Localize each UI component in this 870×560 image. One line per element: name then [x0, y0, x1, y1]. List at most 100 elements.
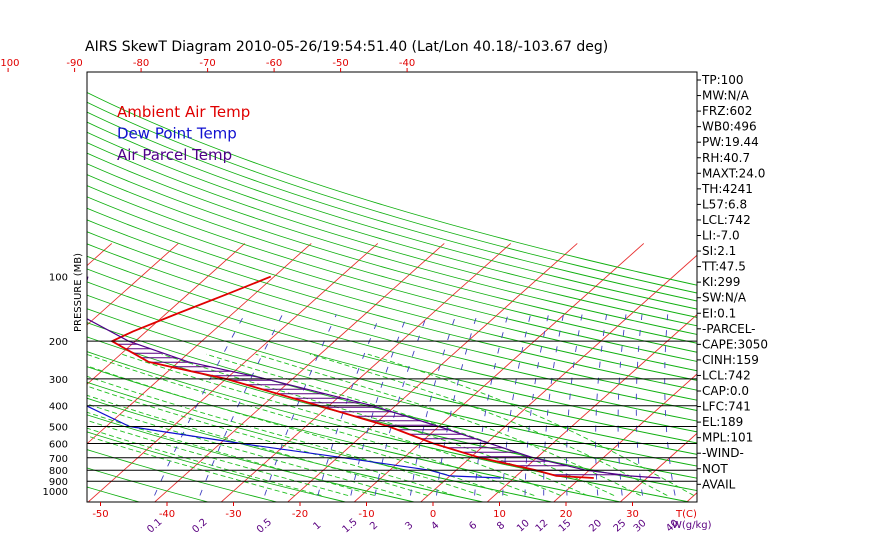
bottom-temp-tick-label: -40 — [159, 509, 175, 520]
dry-adiabat-line — [87, 255, 697, 422]
index-label: EL:189 — [702, 415, 743, 429]
isotherm-line — [619, 432, 697, 502]
isotherm-line — [353, 243, 645, 502]
dry-adiabat-line — [87, 91, 697, 286]
bottom-temp-tick-label: -10 — [358, 509, 374, 520]
mixing-ratio-tick-label: 3 — [403, 520, 415, 532]
moist-adiabat-line — [309, 353, 668, 496]
series-line-2 — [87, 276, 661, 479]
index-label: PW:19.44 — [702, 135, 759, 149]
dry-adiabat-line — [87, 268, 697, 433]
pressure-tick-label: 1000 — [43, 487, 68, 498]
dry-adiabat-line — [87, 207, 697, 381]
moist-adiabat-line — [87, 427, 322, 496]
index-label: L57:6.8 — [702, 197, 747, 211]
index-label: SI:2.1 — [702, 244, 736, 258]
index-label: LCL:742 — [702, 213, 751, 227]
plot-frame — [86, 71, 698, 503]
mixing-ratio-tick-label: 1 — [311, 520, 323, 532]
moist-adiabat-line — [121, 353, 562, 496]
pressure-tick-label: 300 — [49, 375, 68, 386]
dry-adiabat-line — [87, 414, 417, 502]
isotherm-line — [87, 243, 312, 445]
moist-adiabat-line — [87, 403, 402, 496]
legend-entry: Ambient Air Temp — [117, 103, 250, 121]
index-label: MW:N/A — [702, 89, 750, 103]
isotherm-line — [87, 243, 179, 326]
index-label: NOT — [702, 462, 728, 476]
moist-adiabat-line — [87, 365, 508, 496]
index-label: TP:100 — [701, 73, 744, 87]
dry-adiabat-line — [87, 111, 697, 302]
dry-adiabat-line — [87, 185, 697, 362]
index-label: FRZ:602 — [702, 104, 752, 118]
mixing-ratio-tick-label: 6 — [467, 520, 479, 532]
index-label: MAXT:24.0 — [702, 166, 765, 180]
legend-entry: Air Parcel Temp — [117, 146, 232, 164]
temp-unit-label: T(C) — [675, 509, 697, 520]
index-label: -WIND- — [702, 446, 744, 460]
dry-adiabat-line — [87, 308, 697, 467]
mixing-ratio-tick-label: 2 — [368, 520, 380, 532]
index-label: TT:47.5 — [701, 260, 746, 274]
mixing-ratio-unit-label: W(g/kg) — [672, 520, 712, 531]
bottom-temp-tick-label: -50 — [92, 509, 108, 520]
dry-adiabat-line — [87, 397, 486, 502]
mixing-ratio-tick-label: 20 — [587, 518, 604, 535]
dry-adiabat-line — [87, 243, 697, 411]
top-temp-tick-label: -60 — [266, 58, 282, 69]
moist-adiabat-line — [367, 353, 695, 496]
index-label: TH:4241 — [701, 182, 753, 196]
mixing-ratio-tick-label: 0.2 — [190, 517, 209, 536]
legend: Ambient Air Temp Dew Point Temp Air Parcel… — [117, 103, 250, 164]
bottom-temp-tick-label: -30 — [225, 509, 241, 520]
mixing-ratio-tick-label: 15 — [557, 518, 574, 535]
mixing-ratio-tick-label: 0.5 — [255, 517, 274, 536]
top-temp-tick-label: -70 — [199, 58, 215, 69]
mixing-ratio-tick-label: 10 — [515, 518, 532, 535]
isotherm-line — [746, 243, 870, 508]
moist-adiabat-line — [87, 435, 296, 496]
isotherm-line — [220, 243, 512, 502]
pressure-tick-label: 500 — [49, 422, 68, 433]
dry-adiabat-line — [87, 121, 697, 310]
dry-adiabat-line — [87, 219, 697, 391]
isotherm-line — [0, 243, 45, 508]
dry-adiabat-line — [87, 294, 697, 455]
index-label: LCL:742 — [702, 368, 751, 382]
bottom-temp-tick-label: -20 — [292, 509, 308, 520]
pressure-tick-label: 400 — [49, 402, 68, 413]
index-label: CAP:0.0 — [702, 384, 749, 398]
dry-adiabat-line — [87, 174, 697, 353]
index-label: WB0:496 — [702, 120, 757, 134]
mixing-ratio-tick-label: 4 — [429, 520, 441, 532]
pressure-tick-label: 700 — [49, 454, 68, 465]
index-label: SW:N/A — [702, 291, 747, 305]
index-label: EI:0.1 — [702, 306, 736, 320]
mixing-ratio-tick-label: 25 — [612, 518, 629, 535]
y-axis-label: PRESSURE (MB) — [73, 253, 84, 332]
index-label: CAPE:3050 — [702, 337, 768, 351]
dry-adiabat-line — [87, 336, 697, 492]
dry-adiabat-line — [87, 351, 692, 502]
dry-adiabat-line — [87, 131, 697, 318]
moist-adiabat-line — [87, 411, 375, 496]
isotherm-line — [87, 243, 246, 385]
moist-adiabat-line — [87, 394, 429, 496]
moist-adiabat-line — [87, 385, 455, 496]
dry-adiabat-line — [87, 152, 697, 335]
moist-adiabat-line — [87, 375, 482, 496]
isotherm-line — [553, 373, 697, 502]
chart-title: AIRS SkewT Diagram 2010-05-26/19:54:51.4… — [85, 39, 608, 55]
dry-adiabat-line — [87, 101, 697, 294]
bottom-temp-tick-label: 10 — [493, 509, 506, 520]
top-temp-tick-label: -40 — [399, 58, 415, 69]
index-label: KI:299 — [702, 275, 740, 289]
pressure-tick-label: 800 — [49, 466, 68, 477]
pressure-tick-label: 900 — [49, 477, 68, 488]
dry-adiabat-line — [87, 196, 697, 372]
dry-adiabat-line — [87, 322, 697, 479]
dry-adiabat-line — [87, 381, 555, 502]
